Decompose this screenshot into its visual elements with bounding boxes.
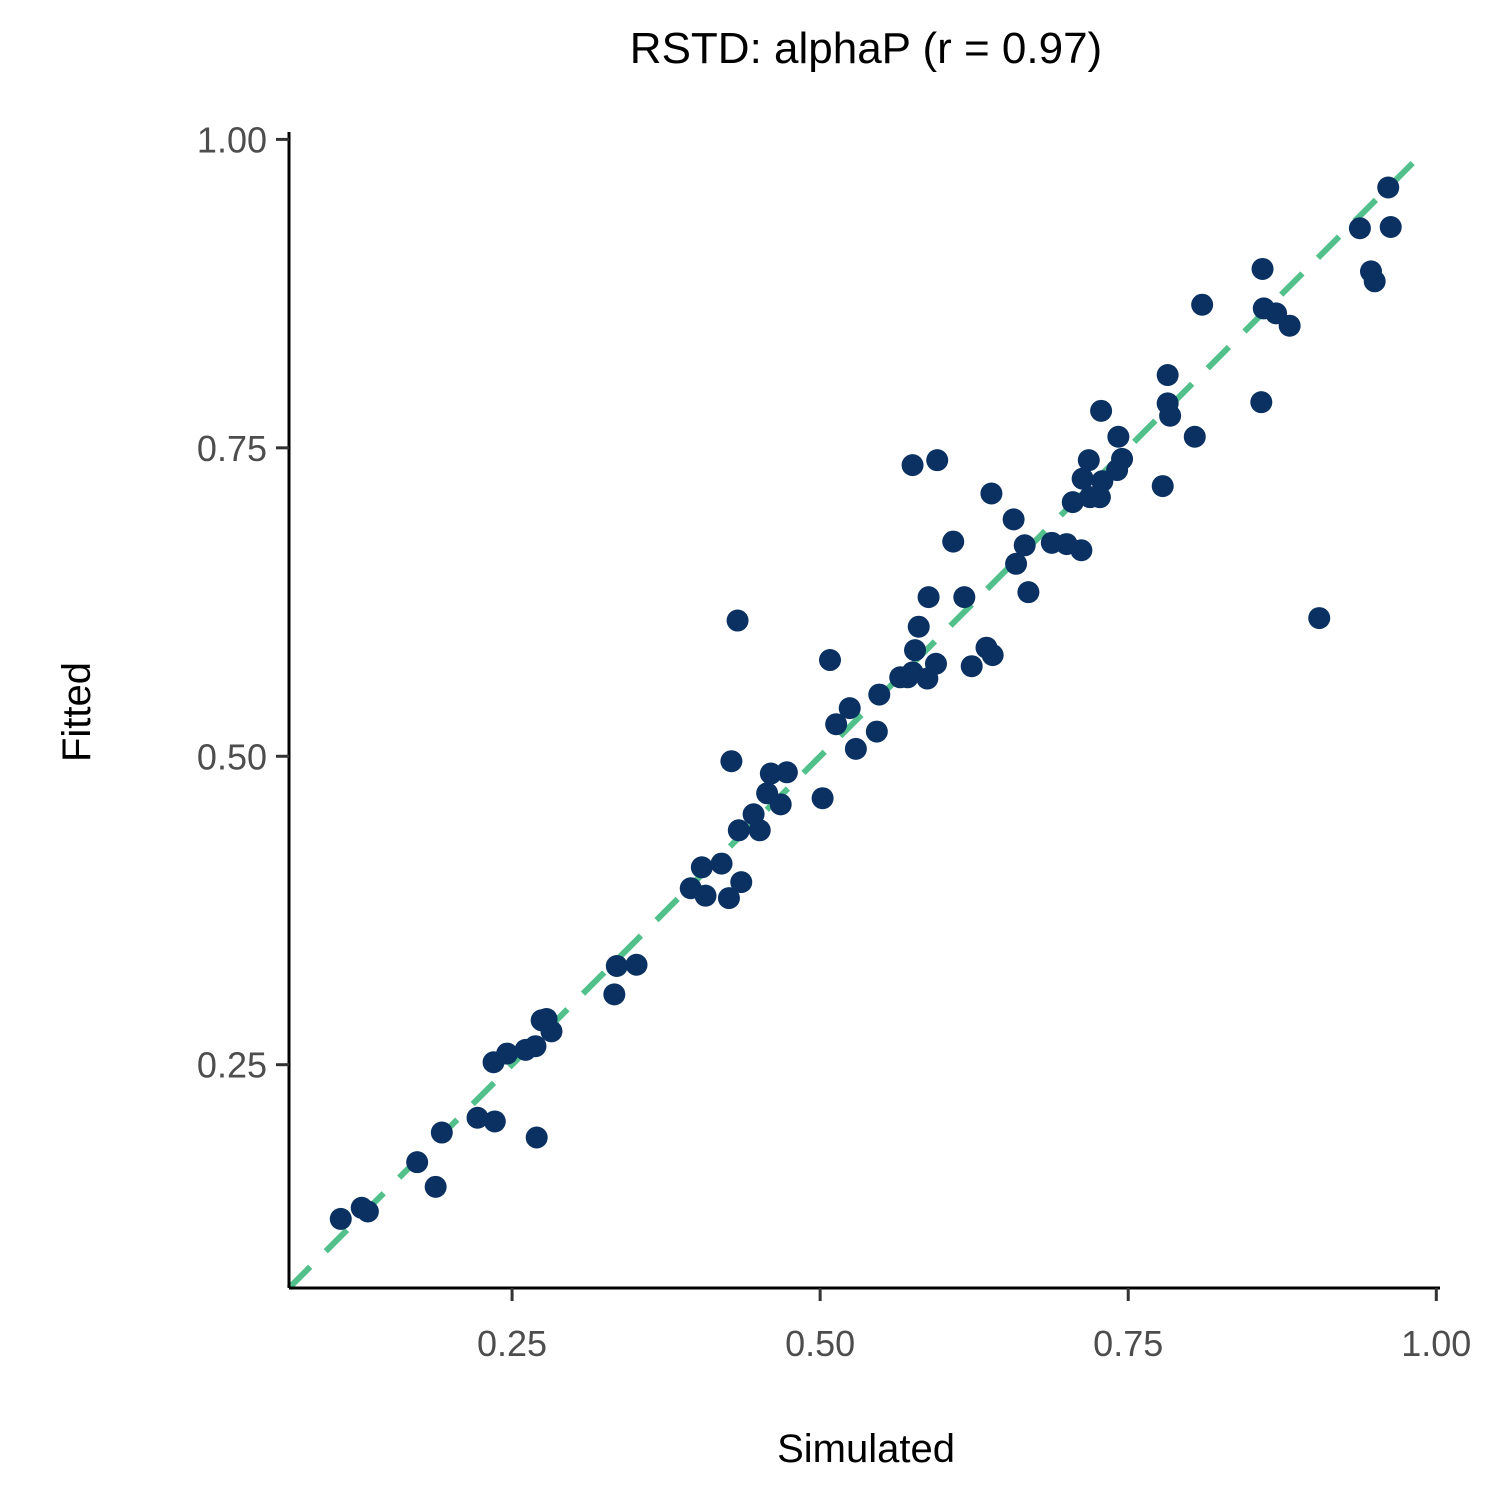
data-point — [901, 454, 924, 477]
data-point — [1061, 491, 1084, 514]
data-point — [1308, 607, 1331, 630]
data-point — [811, 787, 834, 810]
data-point — [1005, 552, 1028, 575]
data-point — [717, 887, 740, 910]
data-point — [690, 856, 713, 879]
data-point — [466, 1106, 489, 1129]
axes-group: 0.25 0.50 0.75 1.00 0.25 0.50 0.75 1.00 — [197, 119, 1471, 1364]
data-point — [844, 737, 867, 760]
data-point — [1159, 404, 1182, 427]
data-point — [904, 639, 927, 662]
data-point — [540, 1020, 563, 1043]
data-point — [1002, 508, 1025, 531]
data-point — [769, 793, 792, 816]
data-point — [1250, 391, 1273, 414]
data-point — [710, 852, 733, 875]
data-point — [825, 713, 848, 736]
x-tick-label: 0.75 — [1093, 1323, 1163, 1364]
data-point — [726, 609, 749, 632]
reference-line-group — [286, 145, 1430, 1291]
data-point — [868, 683, 891, 706]
data-point — [1278, 314, 1301, 337]
chart-title: RSTD: alphaP (r = 0.97) — [630, 24, 1102, 73]
x-tick-label: 0.50 — [785, 1323, 855, 1364]
data-point — [1111, 447, 1134, 470]
data-point — [483, 1110, 506, 1133]
data-point — [748, 819, 771, 842]
data-point — [524, 1035, 547, 1058]
data-point — [942, 530, 965, 553]
data-point — [1183, 425, 1206, 448]
data-point — [818, 649, 841, 672]
points-group — [329, 176, 1402, 1230]
data-point — [759, 762, 782, 785]
y-axis-title: Fitted — [55, 662, 99, 762]
data-point — [981, 644, 1004, 667]
data-point — [727, 819, 750, 842]
y-tick-label: 0.50 — [197, 736, 267, 777]
data-point — [1251, 257, 1274, 280]
data-point — [1071, 467, 1094, 490]
data-point — [1151, 475, 1174, 498]
data-point — [1017, 581, 1040, 604]
data-point — [1348, 217, 1371, 240]
data-point — [838, 697, 861, 720]
data-point — [525, 1126, 548, 1149]
data-point — [720, 750, 743, 773]
y-tick-label: 1.00 — [197, 119, 267, 160]
data-point — [625, 953, 648, 976]
data-point — [424, 1175, 447, 1198]
data-point — [603, 983, 626, 1006]
data-point — [1090, 399, 1113, 422]
data-point — [1363, 270, 1386, 293]
data-point — [1107, 425, 1130, 448]
data-point — [406, 1151, 429, 1174]
data-point — [1156, 364, 1179, 387]
data-point — [1377, 176, 1400, 199]
data-point — [496, 1042, 519, 1065]
data-point — [329, 1207, 352, 1230]
data-point — [953, 586, 976, 609]
data-point — [430, 1121, 453, 1144]
data-point — [980, 482, 1003, 505]
x-tick-label: 0.25 — [477, 1323, 547, 1364]
data-point — [1379, 215, 1402, 238]
identity-reference-line — [286, 145, 1430, 1291]
data-point — [960, 655, 983, 678]
data-point — [775, 761, 798, 784]
x-axis-title: Simulated — [777, 1427, 955, 1471]
data-point — [865, 720, 888, 743]
data-point — [1077, 449, 1100, 472]
data-point — [1070, 539, 1093, 562]
data-point — [730, 871, 753, 894]
data-point — [356, 1200, 379, 1223]
data-point — [924, 652, 947, 675]
data-point — [694, 884, 717, 907]
y-tick-label: 0.25 — [197, 1045, 267, 1086]
data-point — [907, 615, 930, 638]
data-point — [1191, 293, 1214, 316]
y-tick-label: 0.75 — [197, 428, 267, 469]
data-point — [926, 449, 949, 472]
x-tick-label: 1.00 — [1401, 1323, 1471, 1364]
data-point — [1013, 534, 1036, 557]
data-point — [917, 586, 940, 609]
data-point — [605, 954, 628, 977]
